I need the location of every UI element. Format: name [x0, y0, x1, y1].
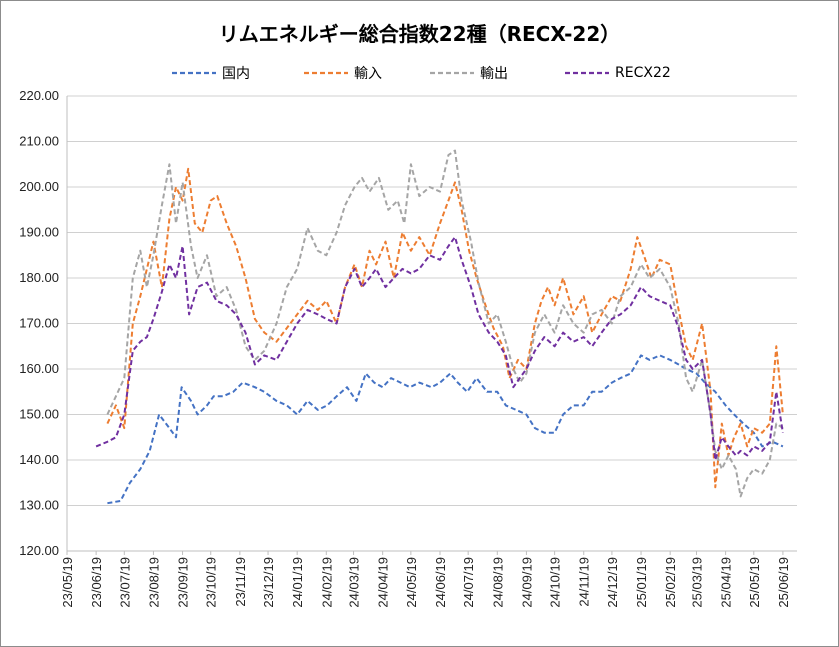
y-tick-label: 200.00 — [19, 179, 59, 194]
legend-item: 輸出 — [430, 62, 508, 84]
series-line — [106, 167, 784, 489]
y-tick-label: 180.00 — [19, 270, 59, 285]
x-tick-label: 25/01/19 — [634, 557, 649, 608]
x-tick-label: 24/06/19 — [433, 557, 448, 608]
x-tick-label: 23/06/19 — [89, 557, 104, 608]
legend-swatch — [304, 71, 348, 75]
series-line — [95, 236, 784, 461]
legend-item: 輸入 — [304, 62, 382, 84]
x-tick-label: 24/12/19 — [605, 557, 620, 608]
x-tick-label: 25/02/19 — [663, 557, 678, 608]
x-tick-label: 23/08/19 — [146, 557, 161, 608]
y-tick-label: 130.00 — [19, 498, 59, 513]
x-tick-label: 24/11/19 — [577, 557, 592, 607]
legend-label: 輸出 — [480, 66, 508, 82]
y-tick-label: 190.00 — [19, 225, 59, 240]
x-tick-label: 23/07/19 — [117, 557, 132, 608]
legend-item: RECX22 — [565, 62, 671, 84]
x-tick-label: 24/04/19 — [376, 557, 391, 608]
x-tick-label: 25/04/19 — [719, 557, 734, 608]
x-tick-label: 24/08/19 — [490, 557, 505, 608]
legend-label: 輸入 — [354, 66, 382, 82]
x-tick-label: 24/05/19 — [404, 557, 419, 608]
x-tick-label: 24/01/19 — [290, 557, 305, 608]
x-tick-label: 24/10/19 — [548, 557, 563, 608]
legend-item: 国内 — [172, 62, 250, 84]
x-tick-label: 24/02/19 — [319, 557, 334, 608]
legend-swatch — [430, 71, 474, 75]
y-tick-label: 150.00 — [19, 407, 59, 422]
x-tick-label: 23/05/19 — [60, 557, 75, 608]
chart-title: リムエネルギー総合指数22種（RECX-22） — [218, 22, 621, 46]
x-tick-label: 23/11/19 — [233, 557, 248, 607]
chart-legend: 国内 輸入 輸出 RECX22 — [0, 62, 839, 84]
y-tick-label: 220.00 — [19, 88, 59, 103]
x-tick-label: 25/06/19 — [776, 557, 791, 608]
y-tick-label: 210.00 — [19, 134, 59, 149]
x-tick-label: 23/10/19 — [204, 557, 219, 608]
x-tick-label: 25/03/19 — [689, 557, 704, 608]
x-tick-label: 24/03/19 — [347, 557, 362, 608]
legend-swatch — [172, 71, 216, 75]
legend-label: 国内 — [222, 66, 250, 82]
series-line — [106, 149, 784, 498]
x-tick-label: 23/09/19 — [176, 557, 191, 608]
x-tick-label: 23/12/19 — [261, 557, 276, 608]
y-tick-label: 140.00 — [19, 452, 59, 467]
y-tick-label: 170.00 — [19, 316, 59, 331]
series-line — [107, 354, 784, 505]
x-tick-label: 25/05/19 — [747, 557, 762, 608]
legend-label: RECX22 — [615, 65, 671, 81]
x-tick-label: 24/07/19 — [461, 557, 476, 608]
y-tick-label: 160.00 — [19, 361, 59, 376]
legend-swatch — [565, 71, 609, 75]
y-tick-label: 120.00 — [19, 543, 59, 558]
x-tick-label: 24/09/19 — [519, 557, 534, 608]
